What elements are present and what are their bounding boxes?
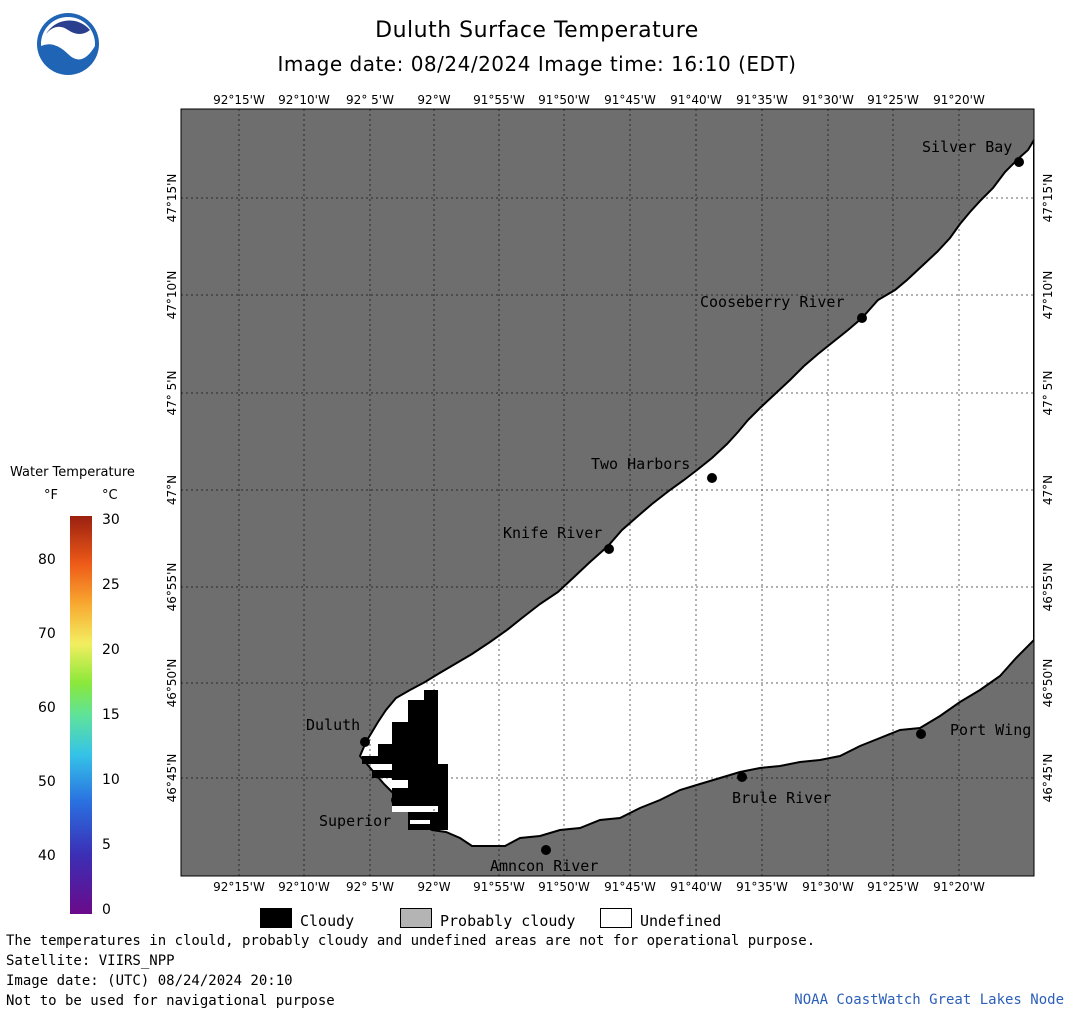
utc-date-text: Image date: (UTC) 08/24/2024 20:10 [6,973,293,989]
place-label: Port Wing [950,721,1031,739]
place-label: Amncon River [490,857,598,875]
longitude-label: 91°25'W [867,880,919,894]
latitude-label: 47° 5'N [165,371,179,416]
satellite-text: Satellite: VIIRS_NPP [6,953,175,969]
latitude-label: 47° 5'N [1041,371,1055,416]
cloud-patch [362,690,448,830]
navigation-warning: Not to be used for navigational purpose [6,993,335,1009]
logo-text: NOAA [55,39,82,49]
place-dot [857,313,867,323]
place-dot [737,772,747,782]
latitude-label: 46°50'N [1041,659,1055,708]
cloudy-swatch [260,908,292,928]
latitude-label: 46°50'N [165,659,179,708]
place-dot [391,795,401,805]
longitude-label: 91°35'W [736,93,788,107]
place-dot [360,737,370,747]
latitude-label: 47°N [165,475,179,505]
longitude-label: 91°45'W [604,880,656,894]
place-label: Silver Bay [922,138,1012,156]
credit-link[interactable]: NOAA CoastWatch Great Lakes Node [794,992,1064,1008]
place-label: Brule River [732,789,831,807]
latitude-label: 46°55'N [1041,563,1055,612]
longitude-label: 92°15'W [213,880,265,894]
noaa-logo-icon: NOAA [37,13,99,75]
latitude-labels-left: 47°15'N 47°10'N 47° 5'N 47°N 46°55'N 46°50'N 4… [165,174,179,803]
longitude-label: 91°45'W [604,93,656,107]
image-date-line: Image date: 08/24/2024 Image time: 16:10… [277,52,797,76]
latitude-labels-right: 47°15'N 47°10'N 47° 5'N 47°N 46°55'N 46°50'N 4… [1041,174,1055,803]
place-label: Knife River [503,524,602,542]
longitude-label: 92°W [417,880,450,894]
temperature-colorbar [70,516,92,914]
disclaimer-text: The temperatures in clould, probably clo… [6,933,816,949]
longitude-label: 91°20'W [933,880,985,894]
longitude-label: 92°10'W [278,880,330,894]
latitude-label: 47°10'N [1041,271,1055,320]
longitude-label: 91°55'W [473,93,525,107]
celsius-tick: 20 [102,642,120,658]
longitude-labels-bottom: 92°15'W 92°10'W 92° 5'W 92°W 91°55'W 91°50'W 9… [213,880,985,894]
longitude-label: 92°10'W [278,93,330,107]
fahrenheit-tick: 80 [38,552,56,568]
undefined-swatch [600,908,632,928]
cloudy-label: Cloudy [300,912,355,930]
place-dot [541,845,551,855]
fahrenheit-tick: 60 [38,700,56,716]
celsius-tick: 0 [102,902,111,918]
longitude-label: 91°20'W [933,93,985,107]
map-frame [180,108,1035,877]
place-dot [604,544,614,554]
celsius-tick: 25 [102,577,120,593]
longitude-label: 92°15'W [213,93,265,107]
place-label: Superior [319,812,391,830]
longitude-label: 91°30'W [802,93,854,107]
longitude-label: 91°50'W [538,93,590,107]
latitude-label: 47°15'N [1041,174,1055,223]
latitude-label: 46°45'N [165,754,179,803]
longitude-labels-top: 92°15'W 92°10'W 92° 5'W 92°W 91°55'W 91°50'W 9… [213,93,985,107]
celsius-tick: 30 [102,512,120,528]
place-dot [707,473,717,483]
place-markers: Silver Bay Cooseberry River Two Harbors Kni… [306,138,1031,875]
latitude-label: 46°55'N [165,563,179,612]
latitude-label: 46°45'N [1041,754,1055,803]
place-label: Cooseberry River [700,293,845,311]
longitude-label: 91°40'W [670,880,722,894]
undefined-label: Undefined [640,912,722,930]
probably-cloudy-label: Probably cloudy [440,912,576,930]
unit-celsius: °C [102,488,118,503]
place-label: Duluth [306,716,360,734]
fahrenheit-tick: 40 [38,848,56,864]
map-title: Duluth Surface Temperature [375,18,699,43]
longitude-label: 92°W [417,93,450,107]
celsius-tick: 5 [102,837,111,853]
unit-fahrenheit: °F [44,488,58,503]
longitude-label: 92° 5'W [346,93,394,107]
longitude-label: 91°55'W [473,880,525,894]
longitude-label: 91°50'W [538,880,590,894]
longitude-label: 91°40'W [670,93,722,107]
celsius-tick: 10 [102,772,120,788]
legend-title: Water Temperature [10,465,135,480]
longitude-label: 91°25'W [867,93,919,107]
longitude-label: 91°35'W [736,880,788,894]
probably-cloudy-swatch [400,908,432,928]
celsius-tick: 15 [102,707,120,723]
longitude-label: 92° 5'W [346,880,394,894]
fahrenheit-tick: 50 [38,774,56,790]
graticule [181,109,1034,876]
place-dot [1014,157,1024,167]
fahrenheit-tick: 70 [38,626,56,642]
place-label: Two Harbors [591,455,690,473]
latitude-label: 47°15'N [165,174,179,223]
latitude-label: 47°N [1041,475,1055,505]
latitude-label: 47°10'N [165,271,179,320]
place-dot [916,729,926,739]
longitude-label: 91°30'W [802,880,854,894]
